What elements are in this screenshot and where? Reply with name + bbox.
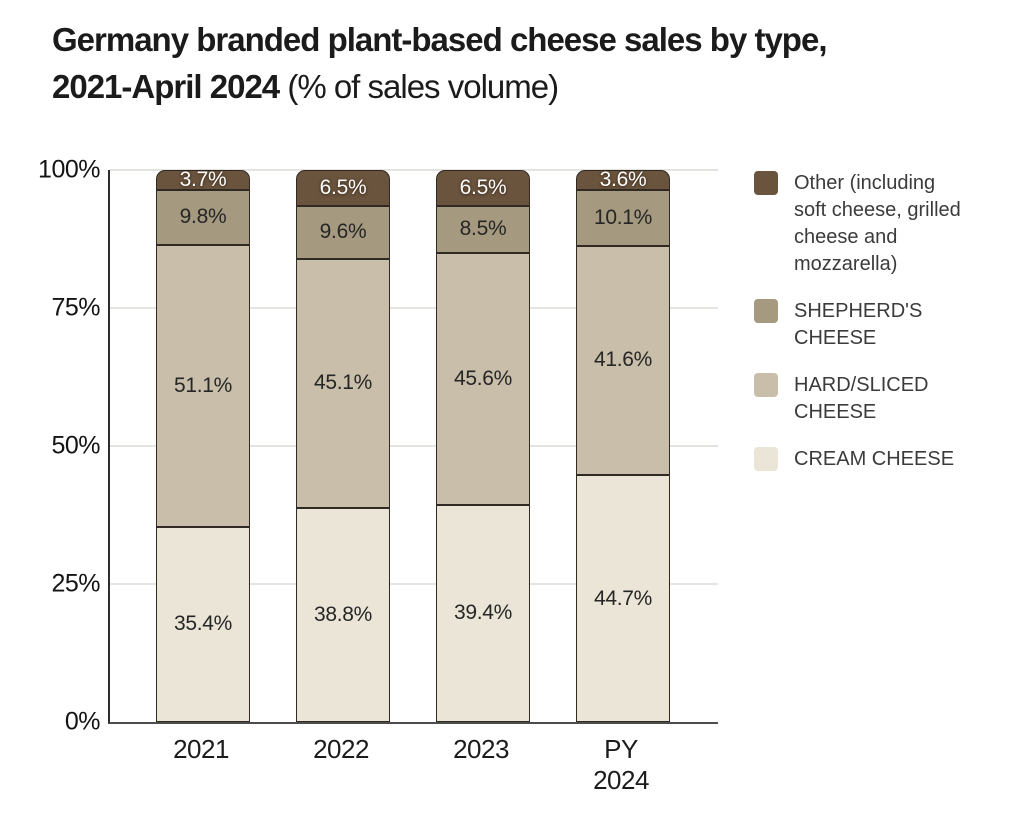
y-tick-label-100: 100% <box>38 155 100 184</box>
x-axis: 2021 2022 2023 PY 2024 <box>108 734 716 796</box>
segment-value-label: 3.7% <box>179 168 227 192</box>
segment-hard-sliced-cheese-2021: 51.1% <box>156 244 250 527</box>
segment-hard-sliced-cheese-2022: 45.1% <box>296 258 390 508</box>
bars: 35.4% 51.1% 9.8% 3.7% 38.8% 45.1% 9.6% 6.5% 39.4… <box>110 167 718 722</box>
y-tick-label-50: 50% <box>51 431 100 460</box>
segment-value-label: 38.8% <box>313 602 373 626</box>
segment-value-label: 35.4% <box>173 612 233 636</box>
bar-2023: 39.4% 45.6% 8.5% 6.5% <box>436 170 530 722</box>
segment-value-label: 44.7% <box>593 586 653 610</box>
chart-title-line1: Germany branded plant-based cheese sales… <box>52 16 827 63</box>
plot-area: 35.4% 51.1% 9.8% 3.7% 38.8% 45.1% 9.6% 6.5% 39.4… <box>108 167 718 724</box>
chart-title-line2-regular: (% of sales volume) <box>279 68 559 105</box>
segment-value-label: 8.5% <box>459 217 507 241</box>
y-tick-label-25: 25% <box>51 569 100 598</box>
segment-shepherd-s-cheese-2022: 9.6% <box>296 205 390 259</box>
bar-py-2024: 44.7% 41.6% 10.1% 3.6% <box>576 167 670 722</box>
x-tick-label-2022: 2022 <box>313 734 369 764</box>
legend-label: HARD/SLICED CHEESE <box>794 374 929 423</box>
y-tick-label-75: 75% <box>51 293 100 322</box>
segment-value-label: 9.8% <box>179 205 227 229</box>
chart-title-line1-bold: Germany branded plant-based cheese sales… <box>52 21 827 58</box>
x-tick-label-2023: 2023 <box>453 734 509 764</box>
segment-shepherd-s-cheese-2021: 9.8% <box>156 190 250 245</box>
legend-swatch <box>754 299 778 323</box>
gridline-50 <box>110 445 718 447</box>
segment-value-label: 41.6% <box>593 348 653 372</box>
segment-cream-cheese-py-2024: 44.7% <box>576 475 670 722</box>
segment-hard-sliced-cheese-py-2024: 41.6% <box>576 245 670 476</box>
segment-other-2022: 6.5% <box>296 170 390 206</box>
y-axis: 0% 25% 50% 75% 100% <box>24 156 100 736</box>
segment-shepherd-s-cheese-2023: 8.5% <box>436 205 530 253</box>
legend-swatch <box>754 447 778 471</box>
segment-other-2021: 3.7% <box>156 168 250 192</box>
bar-2022: 38.8% 45.1% 9.6% 6.5% <box>296 170 390 722</box>
gridline-25 <box>110 583 718 585</box>
x-tick-label-py-2024: PY 2024 <box>593 734 649 795</box>
segment-other-py-2024: 3.6% <box>576 167 670 191</box>
gridline-100 <box>110 169 718 171</box>
segment-value-label: 3.6% <box>599 167 647 191</box>
gridline-75 <box>110 307 718 309</box>
segment-value-label: 51.1% <box>173 373 233 397</box>
x-tick-label-2021: 2021 <box>173 734 229 764</box>
bar-2021: 35.4% 51.1% 9.8% 3.7% <box>156 168 250 722</box>
segment-cream-cheese-2023: 39.4% <box>436 504 530 722</box>
segment-cream-cheese-2021: 35.4% <box>156 526 250 722</box>
legend-item-other-including: Other (including soft cheese, grilled ch… <box>754 170 984 278</box>
legend-swatch <box>754 171 778 195</box>
segment-hard-sliced-cheese-2023: 45.6% <box>436 252 530 505</box>
segment-other-2023: 6.5% <box>436 170 530 206</box>
legend-item-cream-cheese: CREAM CHEESE <box>754 446 984 473</box>
chart-title-line2: 2021-April 2024 (% of sales volume) <box>52 63 827 110</box>
segment-cream-cheese-2022: 38.8% <box>296 507 390 722</box>
legend-label: CREAM CHEESE <box>794 448 955 470</box>
segment-value-label: 45.6% <box>453 366 513 390</box>
segment-value-label: 9.6% <box>319 220 367 244</box>
legend-label: SHEPHERD'S CHEESE <box>794 300 923 349</box>
legend-item-hard-sliced: HARD/SLICED CHEESE <box>754 372 984 426</box>
legend-swatch <box>754 373 778 397</box>
y-tick-label-0: 0% <box>64 707 101 736</box>
legend: Other (including soft cheese, grilled ch… <box>754 170 984 493</box>
segment-value-label: 45.1% <box>313 371 373 395</box>
legend-item-shepherd-s: SHEPHERD'S CHEESE <box>754 298 984 352</box>
segment-shepherd-s-cheese-py-2024: 10.1% <box>576 189 670 246</box>
segment-value-label: 6.5% <box>459 175 507 199</box>
segment-value-label: 6.5% <box>319 175 367 199</box>
legend-label: Other (including soft cheese, grilled ch… <box>794 172 961 275</box>
chart-title-line2-bold: 2021-April 2024 <box>52 68 280 105</box>
segment-value-label: 10.1% <box>593 205 653 229</box>
segment-value-label: 39.4% <box>453 601 513 625</box>
chart-title: Germany branded plant-based cheese sales… <box>52 16 827 110</box>
